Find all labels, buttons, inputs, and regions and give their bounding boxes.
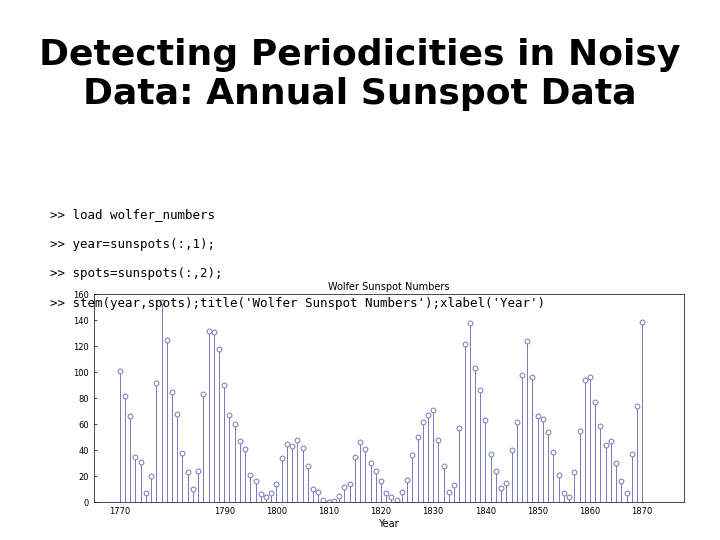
Text: >> stem(year,spots);title('Wolfer Sunspot Numbers');xlabel('Year'): >> stem(year,spots);title('Wolfer Sunspo… — [50, 297, 546, 310]
Text: Detecting Periodicities in Noisy
Data: Annual Sunspot Data: Detecting Periodicities in Noisy Data: A… — [40, 38, 680, 111]
Text: >> spots=sunspots(:,2);: >> spots=sunspots(:,2); — [50, 267, 223, 280]
X-axis label: Year: Year — [379, 519, 399, 529]
Title: Wolfer Sunspot Numbers: Wolfer Sunspot Numbers — [328, 282, 449, 292]
Text: >> load wolfer_numbers: >> load wolfer_numbers — [50, 208, 215, 221]
Text: >> year=sunspots(:,1);: >> year=sunspots(:,1); — [50, 238, 215, 251]
